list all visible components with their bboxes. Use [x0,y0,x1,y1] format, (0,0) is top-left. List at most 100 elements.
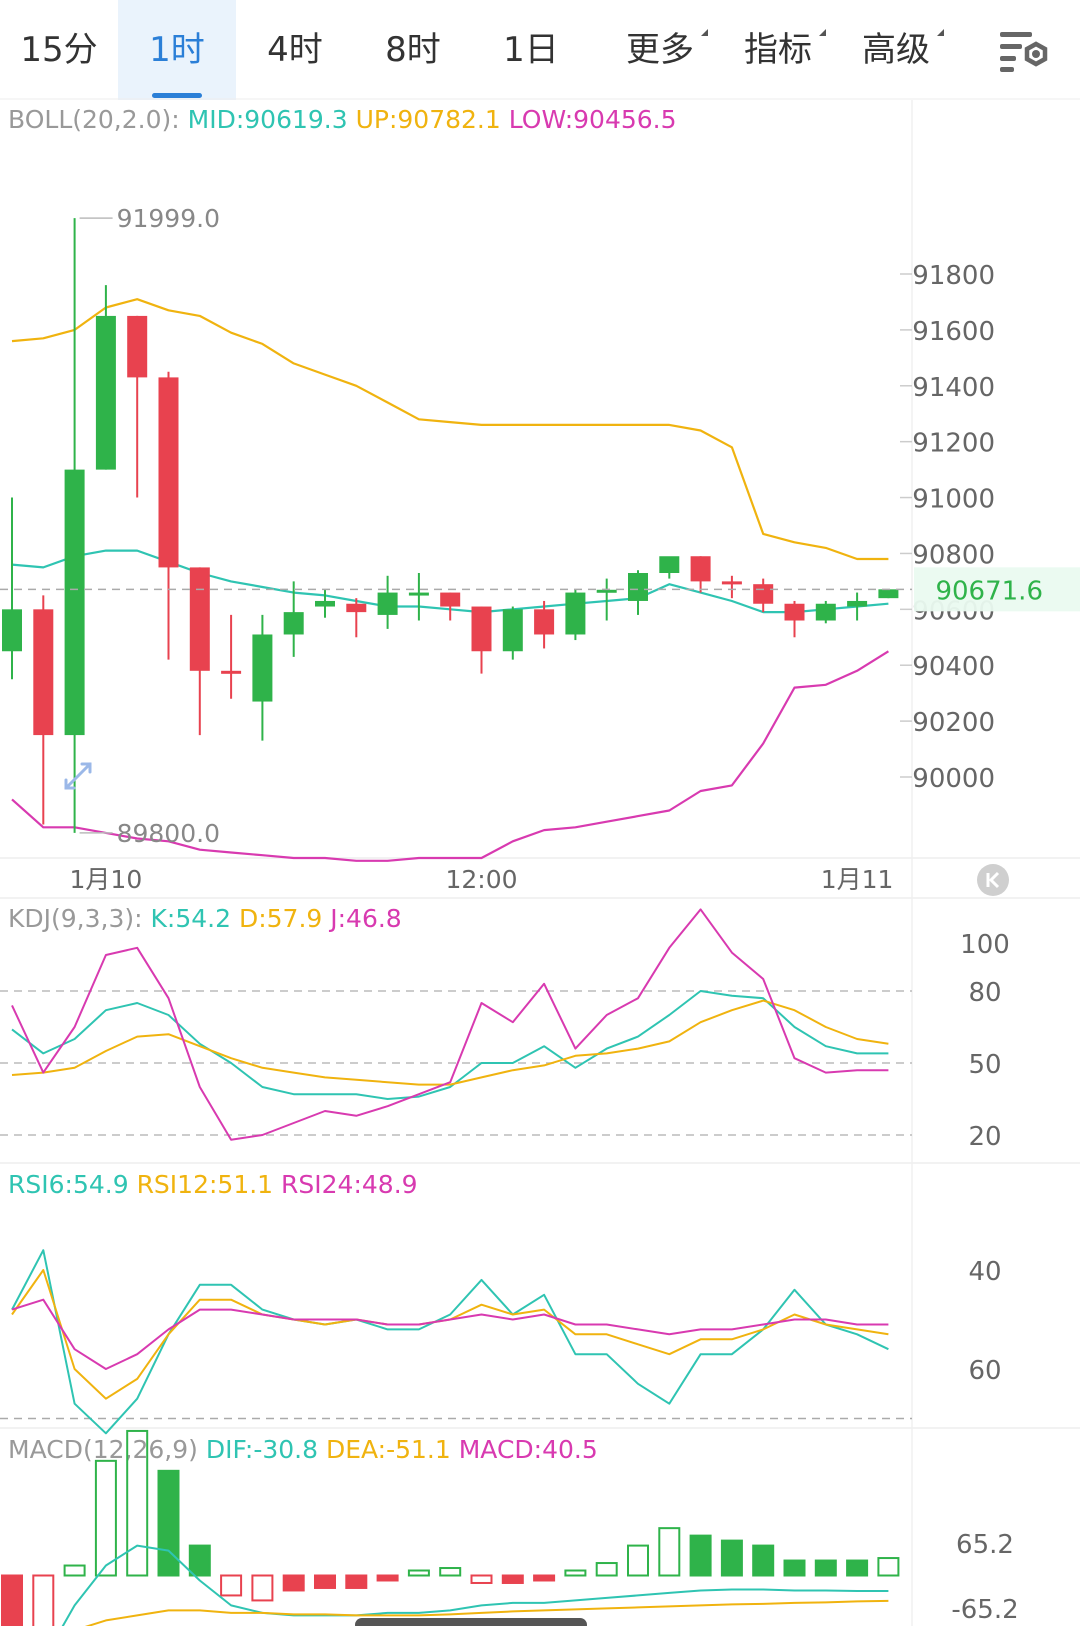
tab-advanced-label-wrap: 高级 [862,29,944,70]
candle-body [283,612,304,635]
macd-histogram-bar [94,1459,117,1577]
rsi-tick-label: 40 [968,1257,1001,1287]
candle-body [95,315,116,470]
boll-mid-value: MID:90619.3 [187,105,348,134]
scroll-back-icon [977,864,1009,896]
candle-body [847,600,868,607]
kdj-tick-label: 80 [968,978,1001,1008]
tab-label: 指标 [744,30,812,70]
kdj-tick-label: 50 [968,1050,1001,1080]
candle-body [315,600,335,607]
macd-histogram-bar [752,1544,775,1577]
macd-dea-value: DEA:-51.1 [325,1435,451,1464]
tab-more[interactable]: 更多 [610,0,710,100]
macd-histogram-bar [220,1574,243,1597]
boll-legend: BOLL(20,2.0): MID:90619.3 UP:90782.1 LOW… [8,105,677,134]
macd-histogram-bar [407,1569,430,1577]
candle-body [721,581,742,585]
candle-body [628,573,648,601]
candle-body [158,377,179,568]
rsi6-value: RSI6:54.9 [8,1170,129,1199]
tab-8h[interactable]: 8时 [354,0,472,100]
macd-histogram-bar [564,1569,587,1577]
macd-tick-label: 65.2 [956,1530,1014,1560]
kdj-d-value: D:57.9 [238,904,323,933]
tab-4h[interactable]: 4时 [236,0,354,100]
dropdown-triangle-icon [937,29,944,36]
macd-histogram-bar [439,1567,462,1577]
price-tick-label: 90000 [912,764,995,794]
candle-body [64,469,85,736]
time-axis-label: 1月10 [70,865,143,894]
candle-body [878,589,899,599]
tab-indicators[interactable]: 指标 [728,0,828,100]
candle-body [252,634,273,702]
candle-body [659,556,680,574]
tab-indicators-label-wrap: 指标 [744,29,826,70]
macd-hist-value: MACD:40.5 [458,1435,598,1464]
kdj-tick-label: 20 [968,1122,1001,1152]
macd-histogram-bar [376,1574,399,1582]
candle-body [377,592,398,615]
high-price-label: 91999.0 [117,204,220,233]
price-tick-label: 90800 [912,540,995,570]
candle-body [346,603,367,613]
tab-label: 1日 [503,30,559,70]
macd-dif-line [61,1544,889,1626]
macd-histogram-bar [501,1574,524,1584]
rsi-legend: RSI6:54.9 RSI12:51.1 RSI24:48.9 [8,1170,418,1199]
home-indicator [355,1618,587,1626]
candle-body [33,609,54,736]
boll-up-value: UP:90782.1 [355,105,501,134]
kdj-d-line [11,999,889,1086]
macd-name: MACD(12,26,9) [8,1435,198,1464]
macd-histogram-bar [32,1574,55,1626]
kdj-name: KDJ(9,3,3): [8,904,143,933]
macd-histogram-bar [188,1544,211,1577]
price-tick-label: 90400 [912,652,995,682]
candle-body [565,592,586,635]
chart-settings-icon[interactable] [998,30,1052,74]
kdj-j-value: J:46.8 [330,904,402,933]
macd-histogram-bar [877,1557,900,1577]
macd-histogram-bar [251,1574,274,1602]
macd-histogram-bar [814,1559,837,1577]
candle-body [189,567,210,671]
macd-tick-label: -65.2 [951,1595,1018,1625]
timeframe-toolbar: 15分 1时 4时 8时 1日 更多 指标 高级 [0,0,1080,100]
candle-body [471,606,492,652]
tab-label: 8时 [385,30,441,70]
candle-body [784,603,805,621]
dropdown-triangle-icon [819,29,826,36]
arrow-path [64,762,92,790]
candle-body [502,609,523,652]
macd-histogram-bar [533,1574,556,1582]
tab-1h[interactable]: 1时 [118,0,236,100]
candle-body [815,603,836,621]
price-tick-label: 91800 [912,261,995,291]
tab-15m[interactable]: 15分 [0,0,118,100]
kdj-k-value: K:54.2 [150,904,231,933]
price-tick-label: 90200 [912,708,995,738]
candle-body [221,670,242,674]
boll-lower-line [11,650,889,862]
kdj-k-line [11,990,889,1100]
candle-body [690,556,711,582]
candle-body [2,609,22,652]
macd-dea-line [84,1599,889,1626]
tab-1d[interactable]: 1日 [472,0,590,100]
tab-label: 更多 [626,30,694,70]
candle-body [753,584,774,604]
last-price-label: 90671.6 [935,576,1043,606]
tab-label: 4时 [267,30,323,70]
macd-legend: MACD(12,26,9) DIF:-30.8 DEA:-51.1 MACD:4… [8,1435,598,1464]
macd-histogram-bar [783,1559,806,1577]
price-tick-label: 91400 [912,373,995,403]
boll-upper-line [11,298,889,561]
tab-more-label-wrap: 更多 [626,29,708,70]
tab-advanced[interactable]: 高级 [846,0,946,100]
boll-name: BOLL(20,2.0): [8,105,180,134]
rsi12-value: RSI12:51.1 [136,1170,274,1199]
macd-histogram-bar [1,1574,23,1626]
